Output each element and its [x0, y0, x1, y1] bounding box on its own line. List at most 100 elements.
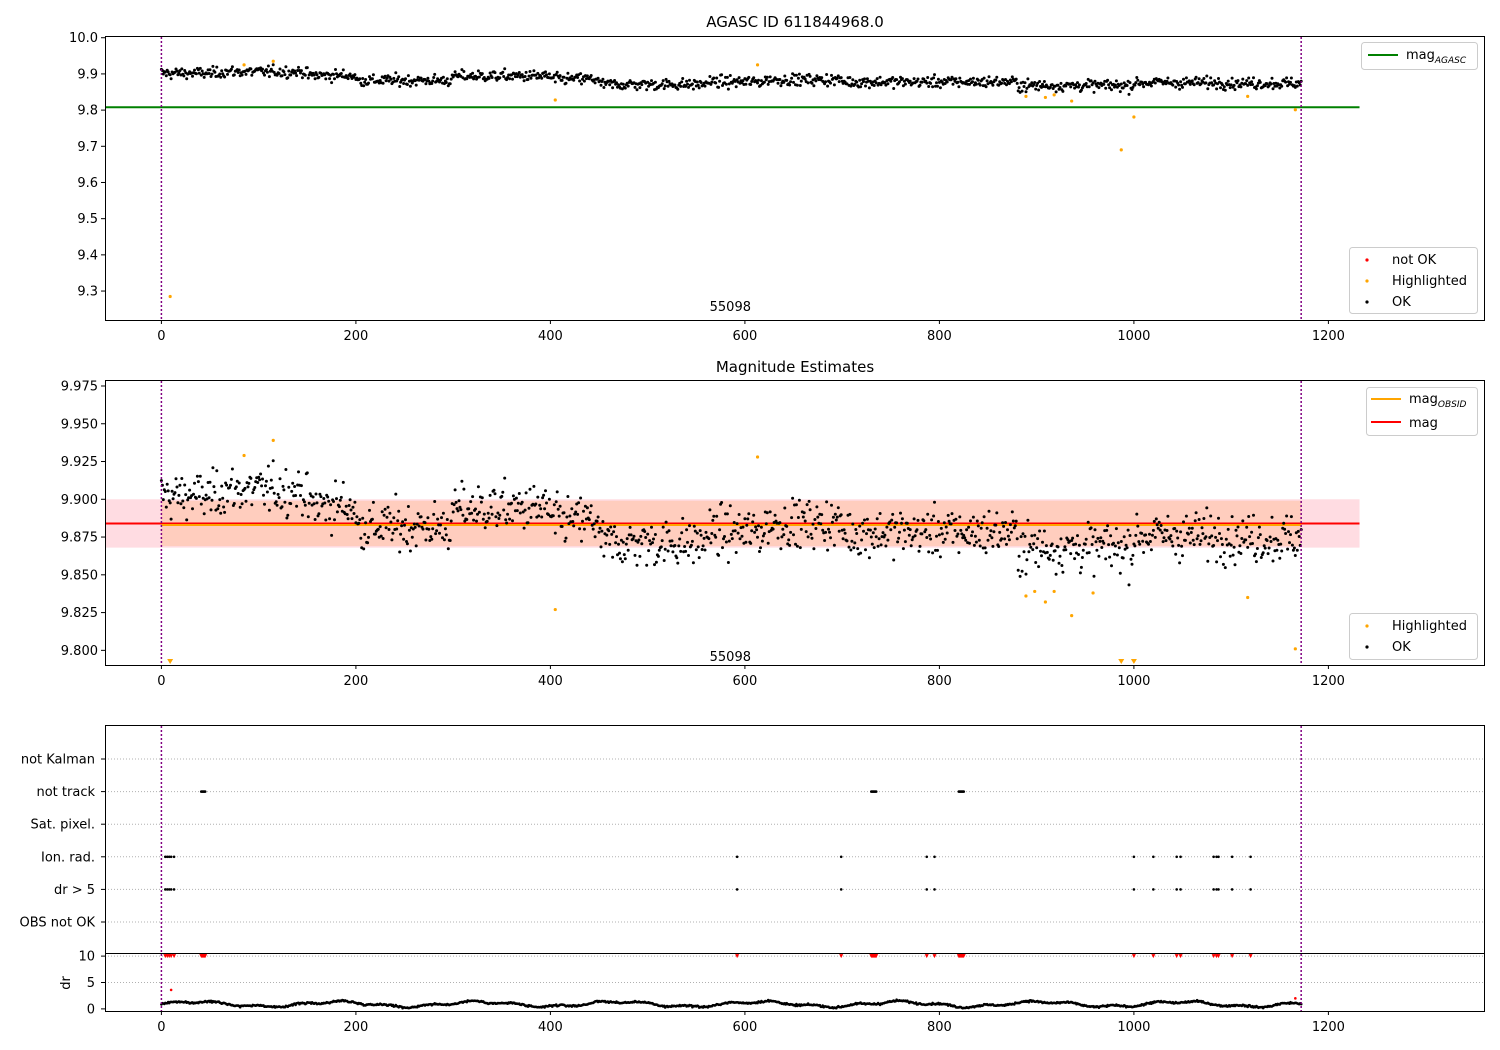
ok-point [228, 486, 231, 490]
ok-point [1060, 564, 1064, 567]
p1-xtick-label-800: 800 [927, 329, 952, 344]
ok-point [985, 526, 989, 530]
ok-point [683, 545, 687, 548]
ok-point [397, 75, 401, 79]
ok-point [1045, 550, 1049, 554]
ok-point [987, 509, 991, 513]
ok-point [811, 522, 815, 526]
ok-point [920, 80, 924, 84]
ok-point [240, 73, 244, 77]
ok-point [482, 76, 486, 79]
ok-point [759, 546, 762, 550]
ok-point [1256, 536, 1260, 540]
p1-ytick-label: 9.8 [77, 104, 98, 119]
ok-point [232, 73, 236, 77]
ok-point [979, 526, 983, 530]
ok-point [1251, 542, 1254, 545]
legend-marker-ok [1365, 300, 1369, 304]
ok-point [978, 83, 982, 87]
ok-point [322, 497, 326, 500]
ok-point [246, 485, 250, 489]
ok-point [676, 561, 680, 565]
flag-point [1249, 888, 1252, 891]
ok-point [399, 532, 403, 536]
ok-point [970, 534, 973, 538]
dr-capped-point [924, 954, 929, 959]
ok-point [790, 76, 794, 80]
ok-point [759, 79, 763, 83]
ok-point [834, 518, 838, 522]
ok-point [1152, 519, 1156, 523]
ok-point [1258, 80, 1262, 84]
ok-point [747, 75, 751, 79]
dr-ytick-label: 0 [87, 1002, 95, 1017]
flag-point [172, 855, 176, 859]
ok-point [355, 515, 359, 519]
ok-point [405, 83, 409, 86]
ok-point [572, 524, 576, 528]
ok-point [725, 512, 729, 516]
ok-point [511, 494, 515, 498]
ok-point [799, 527, 803, 531]
ok-point [280, 505, 284, 509]
ok-point [196, 480, 200, 484]
ok-point [613, 79, 617, 82]
ok-point [865, 532, 868, 536]
ok-point [1030, 81, 1034, 85]
ok-point [414, 544, 418, 548]
ok-point [749, 83, 753, 86]
ok-point [912, 517, 916, 521]
ok-point [862, 529, 865, 533]
ok-point [161, 72, 165, 76]
ok-point [568, 514, 572, 518]
ok-point [303, 73, 307, 77]
ok-point [1126, 528, 1130, 532]
ok-point [1176, 536, 1180, 540]
ok-point [596, 76, 600, 80]
ok-point [454, 500, 458, 504]
ok-point [169, 517, 173, 521]
ok-point [523, 508, 527, 512]
ok-point [1166, 76, 1170, 80]
ok-point [968, 541, 971, 545]
ok-point [256, 481, 260, 484]
ok-point [892, 87, 896, 90]
ok-point [1223, 566, 1227, 570]
ok-point [1238, 544, 1242, 548]
ok-point [1216, 82, 1219, 86]
ok-point [219, 75, 223, 79]
ok-point [954, 517, 958, 521]
ok-point [852, 546, 856, 550]
ok-point [1204, 535, 1208, 539]
ok-point [1017, 86, 1021, 90]
highlighted-point [1070, 99, 1074, 103]
ok-point [1222, 85, 1226, 89]
ok-point [383, 507, 387, 511]
ok-point [1182, 520, 1185, 524]
ok-point [1267, 546, 1271, 550]
ok-point [886, 538, 890, 542]
ok-point [185, 518, 189, 522]
ok-point [1244, 82, 1248, 86]
p1-xtick-label-0: 0 [157, 329, 165, 344]
ok-point [453, 70, 457, 74]
ok-point [602, 554, 606, 558]
ok-point [1138, 542, 1142, 546]
ok-point [1059, 81, 1063, 85]
ok-point [163, 490, 167, 493]
ok-point [348, 72, 352, 76]
ok-point [1164, 82, 1168, 86]
ok-point [177, 493, 181, 497]
ok-point [1262, 544, 1266, 548]
ok-point [520, 73, 524, 77]
ok-point [383, 74, 387, 78]
ok-point [797, 72, 801, 76]
ok-point [510, 73, 513, 77]
ok-point [284, 65, 288, 69]
ok-point [987, 75, 991, 79]
flag-point [735, 888, 739, 891]
flag-point [1132, 888, 1136, 891]
ok-point [589, 504, 593, 508]
ok-point [284, 468, 288, 471]
ok-point [462, 70, 466, 73]
